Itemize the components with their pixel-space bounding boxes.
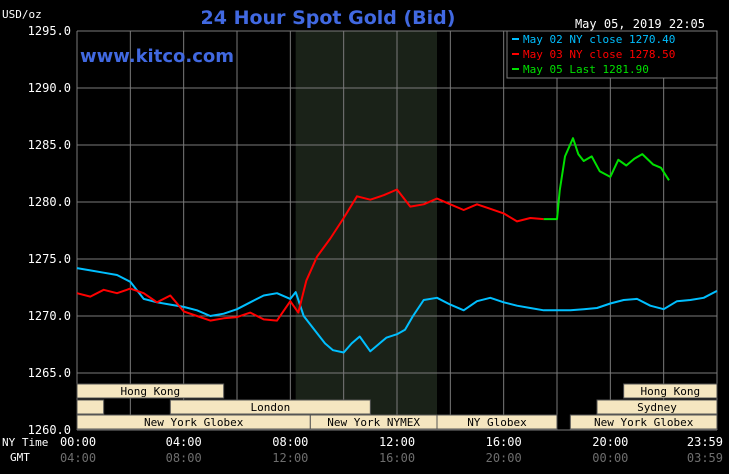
series-lines: [76, 137, 718, 354]
x-tick-ny: 12:00: [379, 435, 415, 449]
legend-box: [506, 30, 718, 79]
session-bar: [76, 383, 225, 399]
x-tick-gmt: 20:00: [486, 451, 522, 465]
chart-title: 24 Hour Spot Gold (Bid): [201, 7, 456, 29]
nymex-shade: [295, 31, 437, 430]
y-tick-label: 1275.0: [28, 252, 71, 266]
x-tick-gmt: 08:00: [166, 451, 202, 465]
x-tick-gmt: 12:00: [272, 451, 308, 465]
y-tick-label: 1280.0: [28, 195, 71, 209]
x-tick-gmt: 00:00: [592, 451, 628, 465]
timestamp: May 05, 2019 22:05: [575, 17, 705, 31]
x-tick-ny: 20:00: [592, 435, 628, 449]
session-bar: [169, 399, 371, 415]
x-tick-gmt: 04:00: [60, 451, 96, 465]
watermark-url: www.kitco.com: [80, 46, 234, 67]
session-bar: [76, 399, 105, 415]
x-axis-ticks: 00:00 04:00 04:00 08:00 08:00 12:00 12:00 16:00…: [60, 435, 723, 465]
series-line-1: [76, 188, 544, 322]
grid: [76, 30, 718, 431]
session-label: NY Globex: [467, 416, 527, 429]
x-tick-ny: 04:00: [166, 435, 202, 449]
unit-label: USD/oz: [2, 8, 42, 21]
y-axis-ticks: 1260.0 1265.0 1270.0 1275.0 1280.0 1285.0 1290…: [28, 24, 71, 437]
x-tick-gmt: 16:00: [379, 451, 415, 465]
legend-label: May 03 NY close 1278.50: [523, 48, 675, 61]
session-bar: [569, 414, 718, 430]
x-tick-ny: 08:00: [272, 435, 308, 449]
session-label: New York Globex: [594, 416, 694, 429]
session-bar: [436, 414, 558, 430]
gmt-label: GMT: [10, 451, 30, 464]
x-tick-ny: 00:00: [60, 435, 96, 449]
x-tick-ny: 23:59: [687, 435, 723, 449]
y-tick-label: 1295.0: [28, 24, 71, 38]
legend-label: May 05 Last 1281.90: [523, 63, 649, 76]
session-label: Hong Kong: [121, 385, 181, 398]
session-label: Hong Kong: [641, 385, 701, 398]
x-tick-gmt: 03:59: [687, 451, 723, 465]
session-label: New York Globex: [144, 416, 244, 429]
session-bar: [596, 399, 718, 415]
session-bar: [623, 383, 718, 399]
session-label: New York NYMEX: [327, 416, 420, 429]
session-label: Sydney: [637, 401, 677, 414]
y-tick-label: 1265.0: [28, 366, 71, 380]
legend-label: May 02 NY close 1270.40: [523, 33, 675, 46]
y-tick-label: 1285.0: [28, 138, 71, 152]
y-tick-label: 1270.0: [28, 309, 71, 323]
x-tick-ny: 16:00: [486, 435, 522, 449]
legend: May 02 NY close 1270.40 May 03 NY close 1…: [506, 30, 718, 79]
series-line-0: [76, 267, 718, 354]
nymex-shaded-region: [295, 31, 437, 430]
y-tick-label: 1290.0: [28, 81, 71, 95]
series-line-2: [543, 137, 670, 221]
ny-time-label: NY Time: [2, 436, 48, 449]
y-tick-label: 1260.0: [28, 423, 71, 437]
market-sessions: Hong Kong London New York Globex New York N…: [76, 383, 718, 430]
session-label: London: [250, 401, 290, 414]
